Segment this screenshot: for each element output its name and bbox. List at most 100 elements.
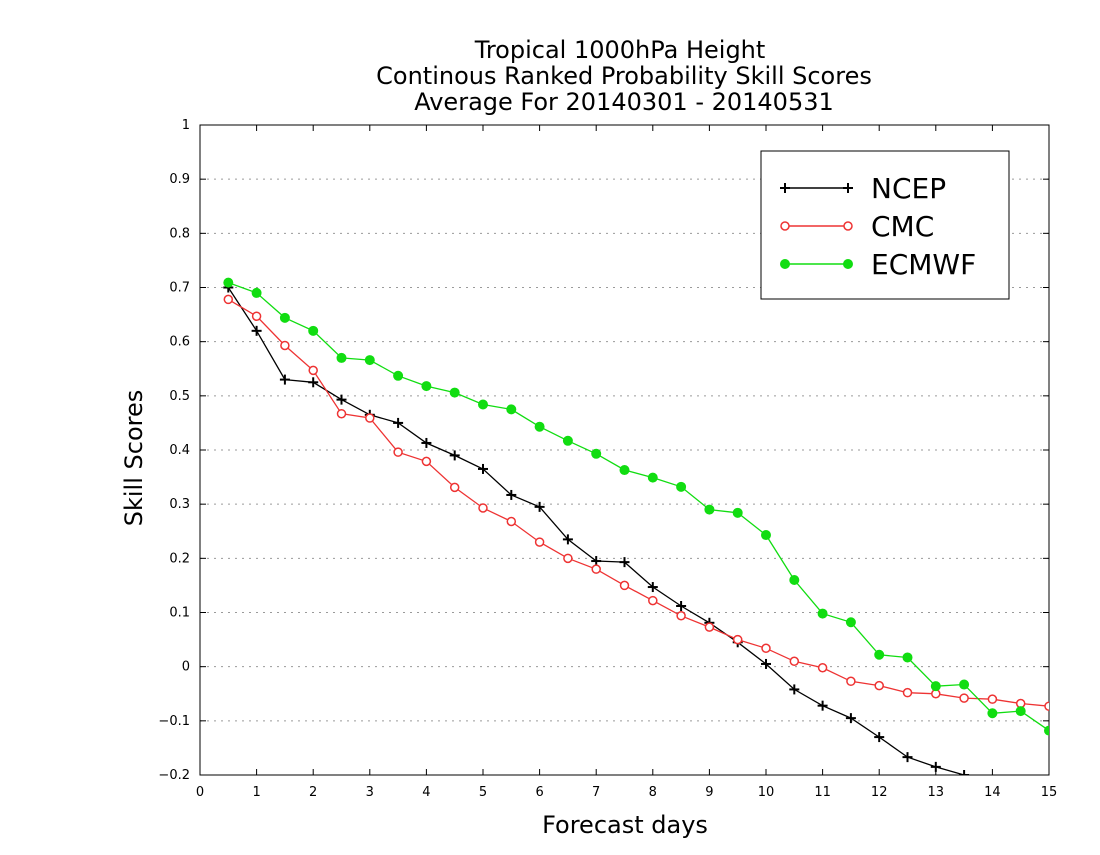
data-point-ecmwf <box>251 287 262 298</box>
y-tick-label: 0 <box>182 660 190 675</box>
data-point-ecmwf <box>789 575 800 585</box>
data-point-ecmwf <box>1044 725 1049 736</box>
data-point-ncep <box>817 700 828 711</box>
data-point-ecmwf <box>761 530 771 541</box>
data-point-ecmwf <box>647 472 658 483</box>
legend-item-cmc: CMC <box>780 210 934 243</box>
x-tick-label: 7 <box>592 785 600 800</box>
chart-title-line-2: Continous Ranked Probability Skill Score… <box>376 62 872 90</box>
data-point-ecmwf <box>223 277 234 288</box>
data-point-ecmwf <box>987 708 998 719</box>
x-tick-label: 14 <box>984 785 1001 800</box>
data-point-cmc <box>761 643 771 653</box>
data-point-cmc <box>308 365 318 376</box>
y-axis-title: Skill Scores <box>120 390 148 527</box>
x-axis-title: Forecast days <box>542 811 708 839</box>
x-tick-label: 15 <box>1041 785 1058 800</box>
series-group <box>223 277 1049 775</box>
data-point-cmc <box>676 611 686 621</box>
data-point-ncep <box>959 770 970 775</box>
data-point-cmc <box>223 294 234 305</box>
series-ncep <box>223 282 970 775</box>
x-tick-label: 13 <box>928 785 945 800</box>
data-point-cmc <box>563 553 573 564</box>
x-tick-label: 8 <box>649 785 657 800</box>
data-point-ecmwf <box>562 435 573 446</box>
data-point-cmc <box>704 622 715 632</box>
data-point-ecmwf <box>902 652 913 663</box>
y-tick-label: 0.6 <box>169 335 190 350</box>
data-point-cmc <box>959 693 969 703</box>
data-point-ncep <box>845 713 856 724</box>
legend-item-ecmwf: ECMWF <box>780 248 976 281</box>
y-tick-label: 0.8 <box>169 226 190 241</box>
series-cmc <box>223 294 1049 711</box>
data-point-cmc <box>336 408 347 419</box>
legend-box <box>760 150 1010 300</box>
data-point-cmc <box>817 663 828 673</box>
x-tick-label: 3 <box>366 785 374 800</box>
data-point-ncep <box>506 489 517 500</box>
data-point-ecmwf <box>534 421 545 432</box>
x-tick-label: 5 <box>479 785 487 800</box>
data-point-ncep <box>534 501 545 512</box>
data-point-ncep <box>421 437 432 448</box>
data-point-cmc <box>365 413 375 423</box>
data-point-ecmwf <box>817 608 828 619</box>
data-point-cmc <box>987 694 998 704</box>
data-point-ncep <box>478 463 488 474</box>
data-point-ecmwf <box>732 507 743 518</box>
data-point-cmc <box>789 656 800 666</box>
legend-marker <box>843 259 853 269</box>
data-point-ncep <box>676 601 687 611</box>
data-point-ecmwf <box>478 399 488 410</box>
data-point-ecmwf <box>279 312 290 323</box>
y-tick-label: 1 <box>182 118 190 133</box>
data-point-ecmwf <box>845 617 856 628</box>
data-point-ecmwf <box>676 481 687 492</box>
data-point-ecmwf <box>393 370 404 381</box>
data-point-ncep <box>308 377 319 388</box>
x-tick-label: 2 <box>309 785 317 800</box>
data-point-cmc <box>902 687 913 698</box>
data-point-cmc <box>874 680 884 691</box>
x-tick-label: 6 <box>535 785 543 800</box>
data-point-ecmwf <box>308 325 319 336</box>
x-tick-label: 4 <box>422 785 430 800</box>
data-point-cmc <box>506 516 517 527</box>
legend-marker <box>843 183 853 193</box>
data-point-ncep <box>336 394 347 405</box>
data-point-ncep <box>647 582 658 593</box>
data-point-cmc <box>478 503 488 513</box>
y-tick-label: 0.9 <box>169 172 190 187</box>
data-point-cmc <box>619 580 630 591</box>
series-line-ecmwf <box>228 281 1049 732</box>
chart-title: Tropical 1000hPa Height Continous Ranked… <box>376 36 872 116</box>
y-tick-label: 0.5 <box>169 389 190 404</box>
data-point-ncep <box>789 684 800 695</box>
legend-label: NCEP <box>871 172 946 205</box>
data-point-ecmwf <box>336 352 347 363</box>
data-point-ecmwf <box>506 404 517 415</box>
y-tick-label: 0.7 <box>169 281 190 296</box>
legend-item-ncep: NCEP <box>780 172 946 205</box>
data-point-ecmwf <box>959 679 970 690</box>
x-tick-label: 1 <box>252 785 260 800</box>
data-point-ncep <box>930 761 941 772</box>
x-tick-label: 12 <box>871 785 888 800</box>
data-point-ncep <box>279 374 290 385</box>
data-point-ecmwf <box>874 649 885 660</box>
y-tick-label: 0.4 <box>169 443 190 458</box>
data-point-cmc <box>591 564 601 574</box>
data-point-cmc <box>648 595 658 606</box>
data-point-cmc <box>846 676 856 687</box>
data-point-ecmwf <box>449 387 460 398</box>
data-point-ncep <box>393 417 404 428</box>
x-tick-label: 10 <box>758 785 775 800</box>
data-point-ncep <box>591 556 602 567</box>
data-point-ecmwf <box>364 355 375 366</box>
data-point-cmc <box>421 456 432 467</box>
data-point-cmc <box>449 482 460 493</box>
